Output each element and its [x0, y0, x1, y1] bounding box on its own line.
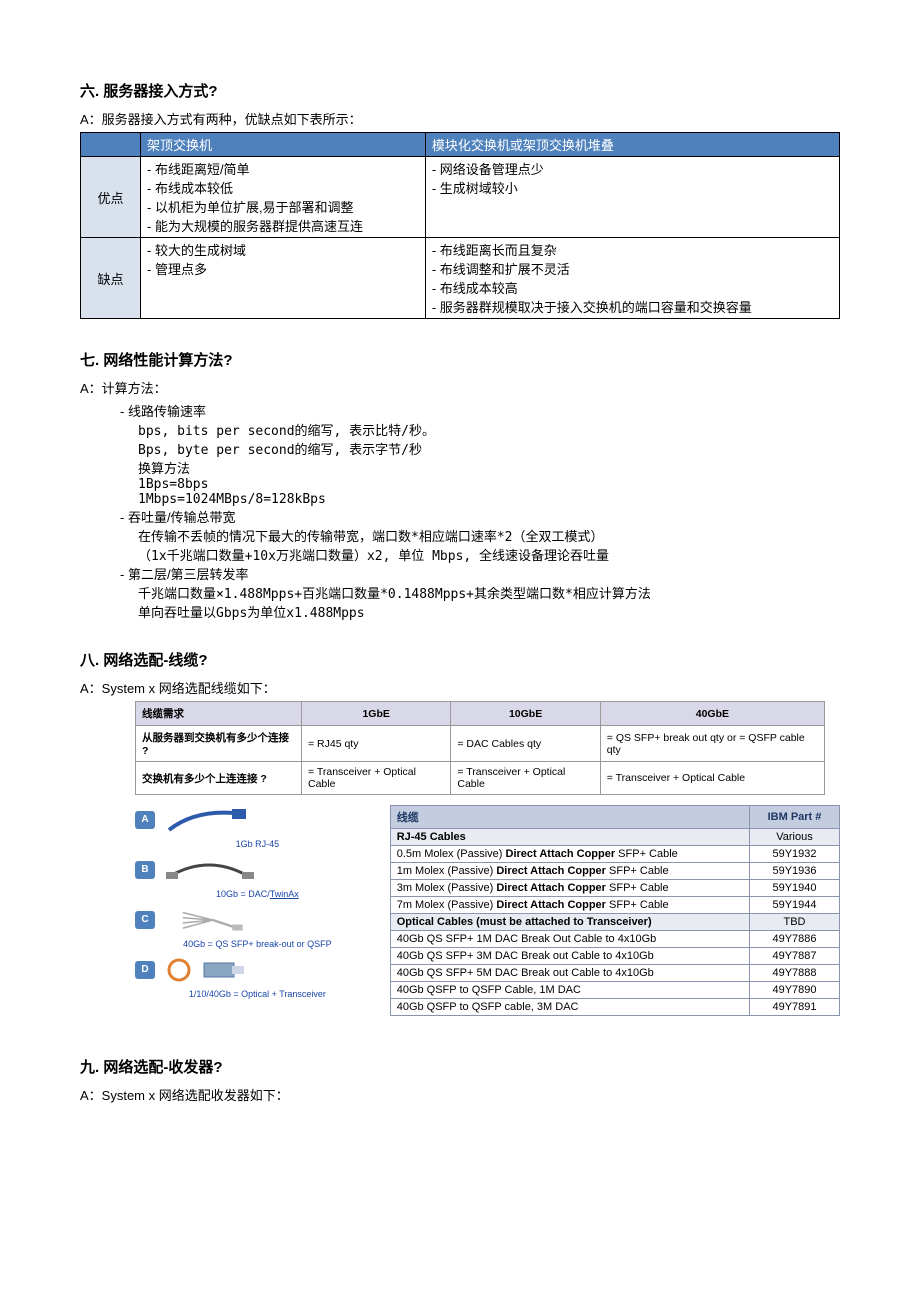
- part-number-cell: 49Y7886: [750, 931, 840, 948]
- part-number-cell: 59Y1940: [750, 880, 840, 897]
- table-row: Optical Cables (must be attached to Tran…: [390, 914, 839, 931]
- legend-c: 40Gb = QS SFP+ break-out or QSFP: [135, 939, 380, 949]
- part-name-cell: 40Gb QS SFP+ 3M DAC Break out Cable to 4…: [390, 948, 749, 965]
- part-number-cell: Various: [750, 829, 840, 846]
- table-row: 40Gb QS SFP+ 3M DAC Break out Cable to 4…: [390, 948, 839, 965]
- section-6: 六. 服务器接入方式? A：服务器接入方式有两种，优缺点如下表所示： 架顶交换机…: [80, 80, 840, 319]
- section-9-title: 九. 网络选配-收发器?: [80, 1056, 840, 1077]
- badge-c: C: [135, 911, 155, 929]
- calc-line: Bps, byte per second的缩写, 表示字节/秒: [138, 439, 840, 458]
- req-h0: 线缆需求: [136, 702, 302, 726]
- part-number-cell: 49Y7888: [750, 965, 840, 982]
- part-name-cell: RJ-45 Cables: [390, 829, 749, 846]
- table-row: 40Gb QSFP to QSFP Cable, 1M DAC49Y7890: [390, 982, 839, 999]
- th-empty: [81, 133, 141, 157]
- section-9: 九. 网络选配-收发器? A：System x 网络选配收发器如下：: [80, 1056, 840, 1104]
- section-7: 七. 网络性能计算方法? A：计算方法： - 线路传输速率bps, bits p…: [80, 349, 840, 621]
- table-row: 3m Molex (Passive) Direct Attach Copper …: [390, 880, 839, 897]
- cell-adv-left: - 布线距离短/简单 - 布线成本较低 - 以机柜为单位扩展,易于部署和调整 -…: [141, 157, 426, 238]
- req-r1c2: = Transceiver + Optical Cable: [451, 762, 600, 795]
- table-row: 40Gb QS SFP+ 1M DAC Break Out Cable to 4…: [390, 931, 839, 948]
- part-name-cell: 40Gb QS SFP+ 1M DAC Break Out Cable to 4…: [390, 931, 749, 948]
- section-7-intro: A：计算方法：: [80, 378, 840, 397]
- optical-transceiver-icon: [164, 955, 254, 985]
- badge-b: B: [135, 861, 155, 879]
- calc-line: 换算方法: [138, 458, 840, 477]
- table-row: 0.5m Molex (Passive) Direct Attach Coppe…: [390, 846, 839, 863]
- part-name-cell: 7m Molex (Passive) Direct Attach Copper …: [390, 897, 749, 914]
- section-8-intro: A：System x 网络选配线缆如下：: [80, 678, 840, 697]
- req-r1c1: = Transceiver + Optical Cable: [301, 762, 450, 795]
- calc-line: bps, bits per second的缩写, 表示比特/秒。: [138, 420, 840, 439]
- th-col2: 模块化交换机或架顶交换机堆叠: [425, 133, 839, 157]
- legend-b: 10Gb = DAC/TwinAx: [135, 889, 380, 899]
- calc-block: - 线路传输速率bps, bits per second的缩写, 表示比特/秒。…: [120, 401, 840, 621]
- section-6-title: 六. 服务器接入方式?: [80, 80, 840, 101]
- pt-h0: 线缆: [390, 806, 749, 829]
- part-number-cell: TBD: [750, 914, 840, 931]
- calc-line: 在传输不丢帧的情况下最大的传输带宽，端口数*相应端口速率*2（全双工模式）: [138, 526, 840, 545]
- calc-line: - 线路传输速率: [120, 401, 840, 420]
- part-name-cell: 1m Molex (Passive) Direct Attach Copper …: [390, 863, 749, 880]
- req-h2: 10GbE: [451, 702, 600, 726]
- table-row: 7m Molex (Passive) Direct Attach Copper …: [390, 897, 839, 914]
- qsfp-breakout-icon: [164, 905, 254, 935]
- rj45-cable-icon: [164, 805, 254, 835]
- part-name-cell: 40Gb QSFP to QSFP cable, 3M DAC: [390, 999, 749, 1016]
- th-col1: 架顶交换机: [141, 133, 426, 157]
- badge-d: D: [135, 961, 155, 979]
- req-r0c3: = QS SFP+ break out qty or = QSFP cable …: [600, 726, 824, 762]
- table-row: 40Gb QSFP to QSFP cable, 3M DAC49Y7891: [390, 999, 839, 1016]
- calc-line: （1x千兆端口数量+10x万兆端口数量）x2, 单位 Mbps, 全线速设备理论…: [138, 545, 840, 564]
- part-name-cell: 0.5m Molex (Passive) Direct Attach Coppe…: [390, 846, 749, 863]
- part-number-cell: 59Y1932: [750, 846, 840, 863]
- calc-line: 1Bps=8bps: [138, 477, 840, 492]
- part-number-cell: 59Y1936: [750, 863, 840, 880]
- cell-dis-left: - 较大的生成树域 - 管理点多: [141, 238, 426, 319]
- section-8-title: 八. 网络选配-线缆?: [80, 649, 840, 670]
- req-r1c3: = Transceiver + Optical Cable: [600, 762, 824, 795]
- dac-cable-icon: [164, 855, 254, 885]
- part-number-cell: 49Y7890: [750, 982, 840, 999]
- calc-line: - 第二层/第三层转发率: [120, 564, 840, 583]
- table-row: 40Gb QS SFP+ 5M DAC Break out Cable to 4…: [390, 965, 839, 982]
- section-6-intro: A：服务器接入方式有两种，优缺点如下表所示：: [80, 109, 840, 128]
- part-number-cell: 59Y1944: [750, 897, 840, 914]
- cell-dis-right: - 布线距离长而且复杂 - 布线调整和扩展不灵活 - 布线成本较高 - 服务器群…: [425, 238, 839, 319]
- part-name-cell: Optical Cables (must be attached to Tran…: [390, 914, 749, 931]
- part-name-cell: 3m Molex (Passive) Direct Attach Copper …: [390, 880, 749, 897]
- calc-line: - 吞吐量/传输总带宽: [120, 507, 840, 526]
- cable-legend: A 1Gb RJ-45 B 10Gb = DAC/TwinAx C 40Gb =…: [135, 805, 380, 1016]
- section-8: 八. 网络选配-线缆? A：System x 网络选配线缆如下： 线缆需求 1G…: [80, 649, 840, 1016]
- cell-adv-right: - 网络设备管理点少 - 生成树域较小: [425, 157, 839, 238]
- req-r0c2: = DAC Cables qty: [451, 726, 600, 762]
- part-number-table: 线缆 IBM Part # RJ-45 CablesVarious0.5m Mo…: [390, 805, 840, 1016]
- legend-d: 1/10/40Gb = Optical + Transceiver: [135, 989, 380, 999]
- part-number-cell: 49Y7887: [750, 948, 840, 965]
- part-name-cell: 40Gb QS SFP+ 5M DAC Break out Cable to 4…: [390, 965, 749, 982]
- cable-req-table: 线缆需求 1GbE 10GbE 40GbE 从服务器到交换机有多少个连接 ? =…: [135, 701, 825, 795]
- section-9-intro: A：System x 网络选配收发器如下：: [80, 1085, 840, 1104]
- calc-line: 1Mbps=1024MBps/8=128kBps: [138, 492, 840, 507]
- row-dis-label: 缺点: [81, 238, 141, 319]
- calc-line: 单向吞吐量以Gbps为单位x1.488Mpps: [138, 602, 840, 621]
- part-number-cell: 49Y7891: [750, 999, 840, 1016]
- legend-a: 1Gb RJ-45: [135, 839, 380, 849]
- req-h3: 40GbE: [600, 702, 824, 726]
- section-7-title: 七. 网络性能计算方法?: [80, 349, 840, 370]
- req-r0c1: = RJ45 qty: [301, 726, 450, 762]
- table-row: 1m Molex (Passive) Direct Attach Copper …: [390, 863, 839, 880]
- req-r1c0: 交换机有多少个上连连接 ?: [136, 762, 302, 795]
- badge-a: A: [135, 811, 155, 829]
- comparison-table: 架顶交换机 模块化交换机或架顶交换机堆叠 优点 - 布线距离短/简单 - 布线成…: [80, 132, 840, 319]
- table-row: RJ-45 CablesVarious: [390, 829, 839, 846]
- req-r0c0: 从服务器到交换机有多少个连接 ?: [136, 726, 302, 762]
- part-name-cell: 40Gb QSFP to QSFP Cable, 1M DAC: [390, 982, 749, 999]
- row-adv-label: 优点: [81, 157, 141, 238]
- req-h1: 1GbE: [301, 702, 450, 726]
- pt-h1: IBM Part #: [750, 806, 840, 829]
- calc-line: 千兆端口数量×1.488Mpps+百兆端口数量*0.1488Mpps+其余类型端…: [138, 583, 840, 602]
